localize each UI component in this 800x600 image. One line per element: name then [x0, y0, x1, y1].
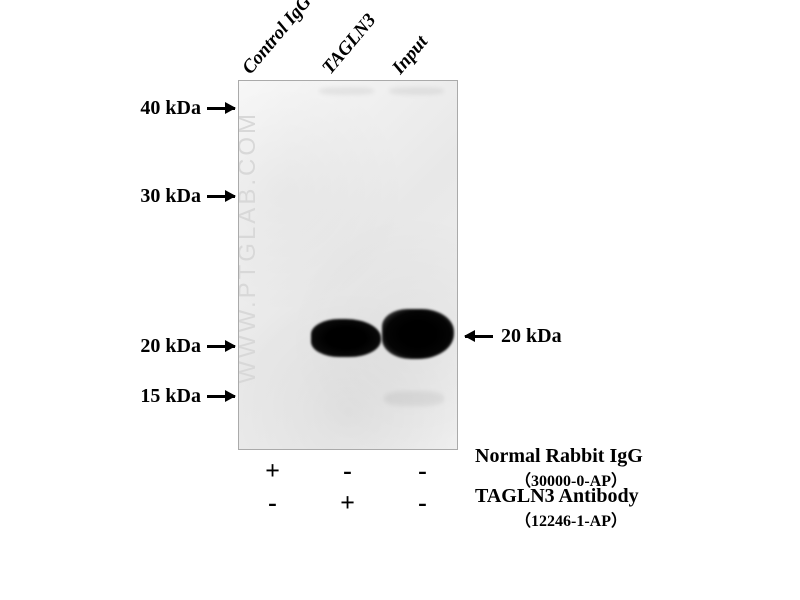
arrow-right-icon [207, 107, 235, 110]
arrow-left-icon [465, 335, 493, 338]
faint-band [384, 391, 444, 406]
condition-table: + - - - + - Normal Rabbit IgG （30000-0-A… [235, 455, 665, 519]
target-band-marker: 20 kDa [465, 325, 562, 348]
mw-label-20: 20 kDa [140, 335, 201, 358]
mw-marker-40: 40 kDa [60, 97, 235, 120]
arrow-right-icon [207, 345, 235, 348]
watermark-text: WWW.PTGLAB.COM [238, 111, 262, 384]
condition-cell: + [235, 456, 310, 486]
label-igg-main: Normal Rabbit IgG [475, 445, 643, 468]
target-label: 20 kDa [501, 325, 562, 348]
mw-label-40: 40 kDa [140, 97, 201, 120]
lane-labels-group: Control IgG TAGLN3 Input [240, 10, 480, 80]
condition-cell: - [310, 456, 385, 486]
mw-marker-20: 20 kDa [60, 335, 235, 358]
arrow-right-icon [207, 395, 235, 398]
band-lane3 [382, 309, 454, 359]
faint-band-top-2 [389, 87, 444, 95]
arrow-right-icon [207, 195, 235, 198]
mw-label-30: 30 kDa [140, 185, 201, 208]
label-antibody-main: TAGLN3 Antibody [475, 485, 639, 508]
label-antibody-sub: （12246-1-AP） [515, 507, 627, 531]
faint-band-top [319, 87, 374, 95]
condition-cell: - [235, 488, 310, 518]
lane-label-input: Input [388, 32, 433, 79]
condition-cell: - [385, 488, 460, 518]
mw-marker-30: 30 kDa [60, 185, 235, 208]
condition-cell: - [385, 456, 460, 486]
lane-label-control: Control IgG [238, 0, 316, 79]
condition-cell: + [310, 488, 385, 518]
band-lane2 [311, 319, 381, 357]
mw-marker-15: 15 kDa [60, 385, 235, 408]
lane-label-tagln3: TAGLN3 [318, 10, 381, 79]
mw-label-15: 15 kDa [140, 385, 201, 408]
western-blot-figure: Control IgG TAGLN3 Input 40 kDa 30 kDa 2… [60, 10, 760, 590]
blot-membrane: WWW.PTGLAB.COM [238, 80, 458, 450]
